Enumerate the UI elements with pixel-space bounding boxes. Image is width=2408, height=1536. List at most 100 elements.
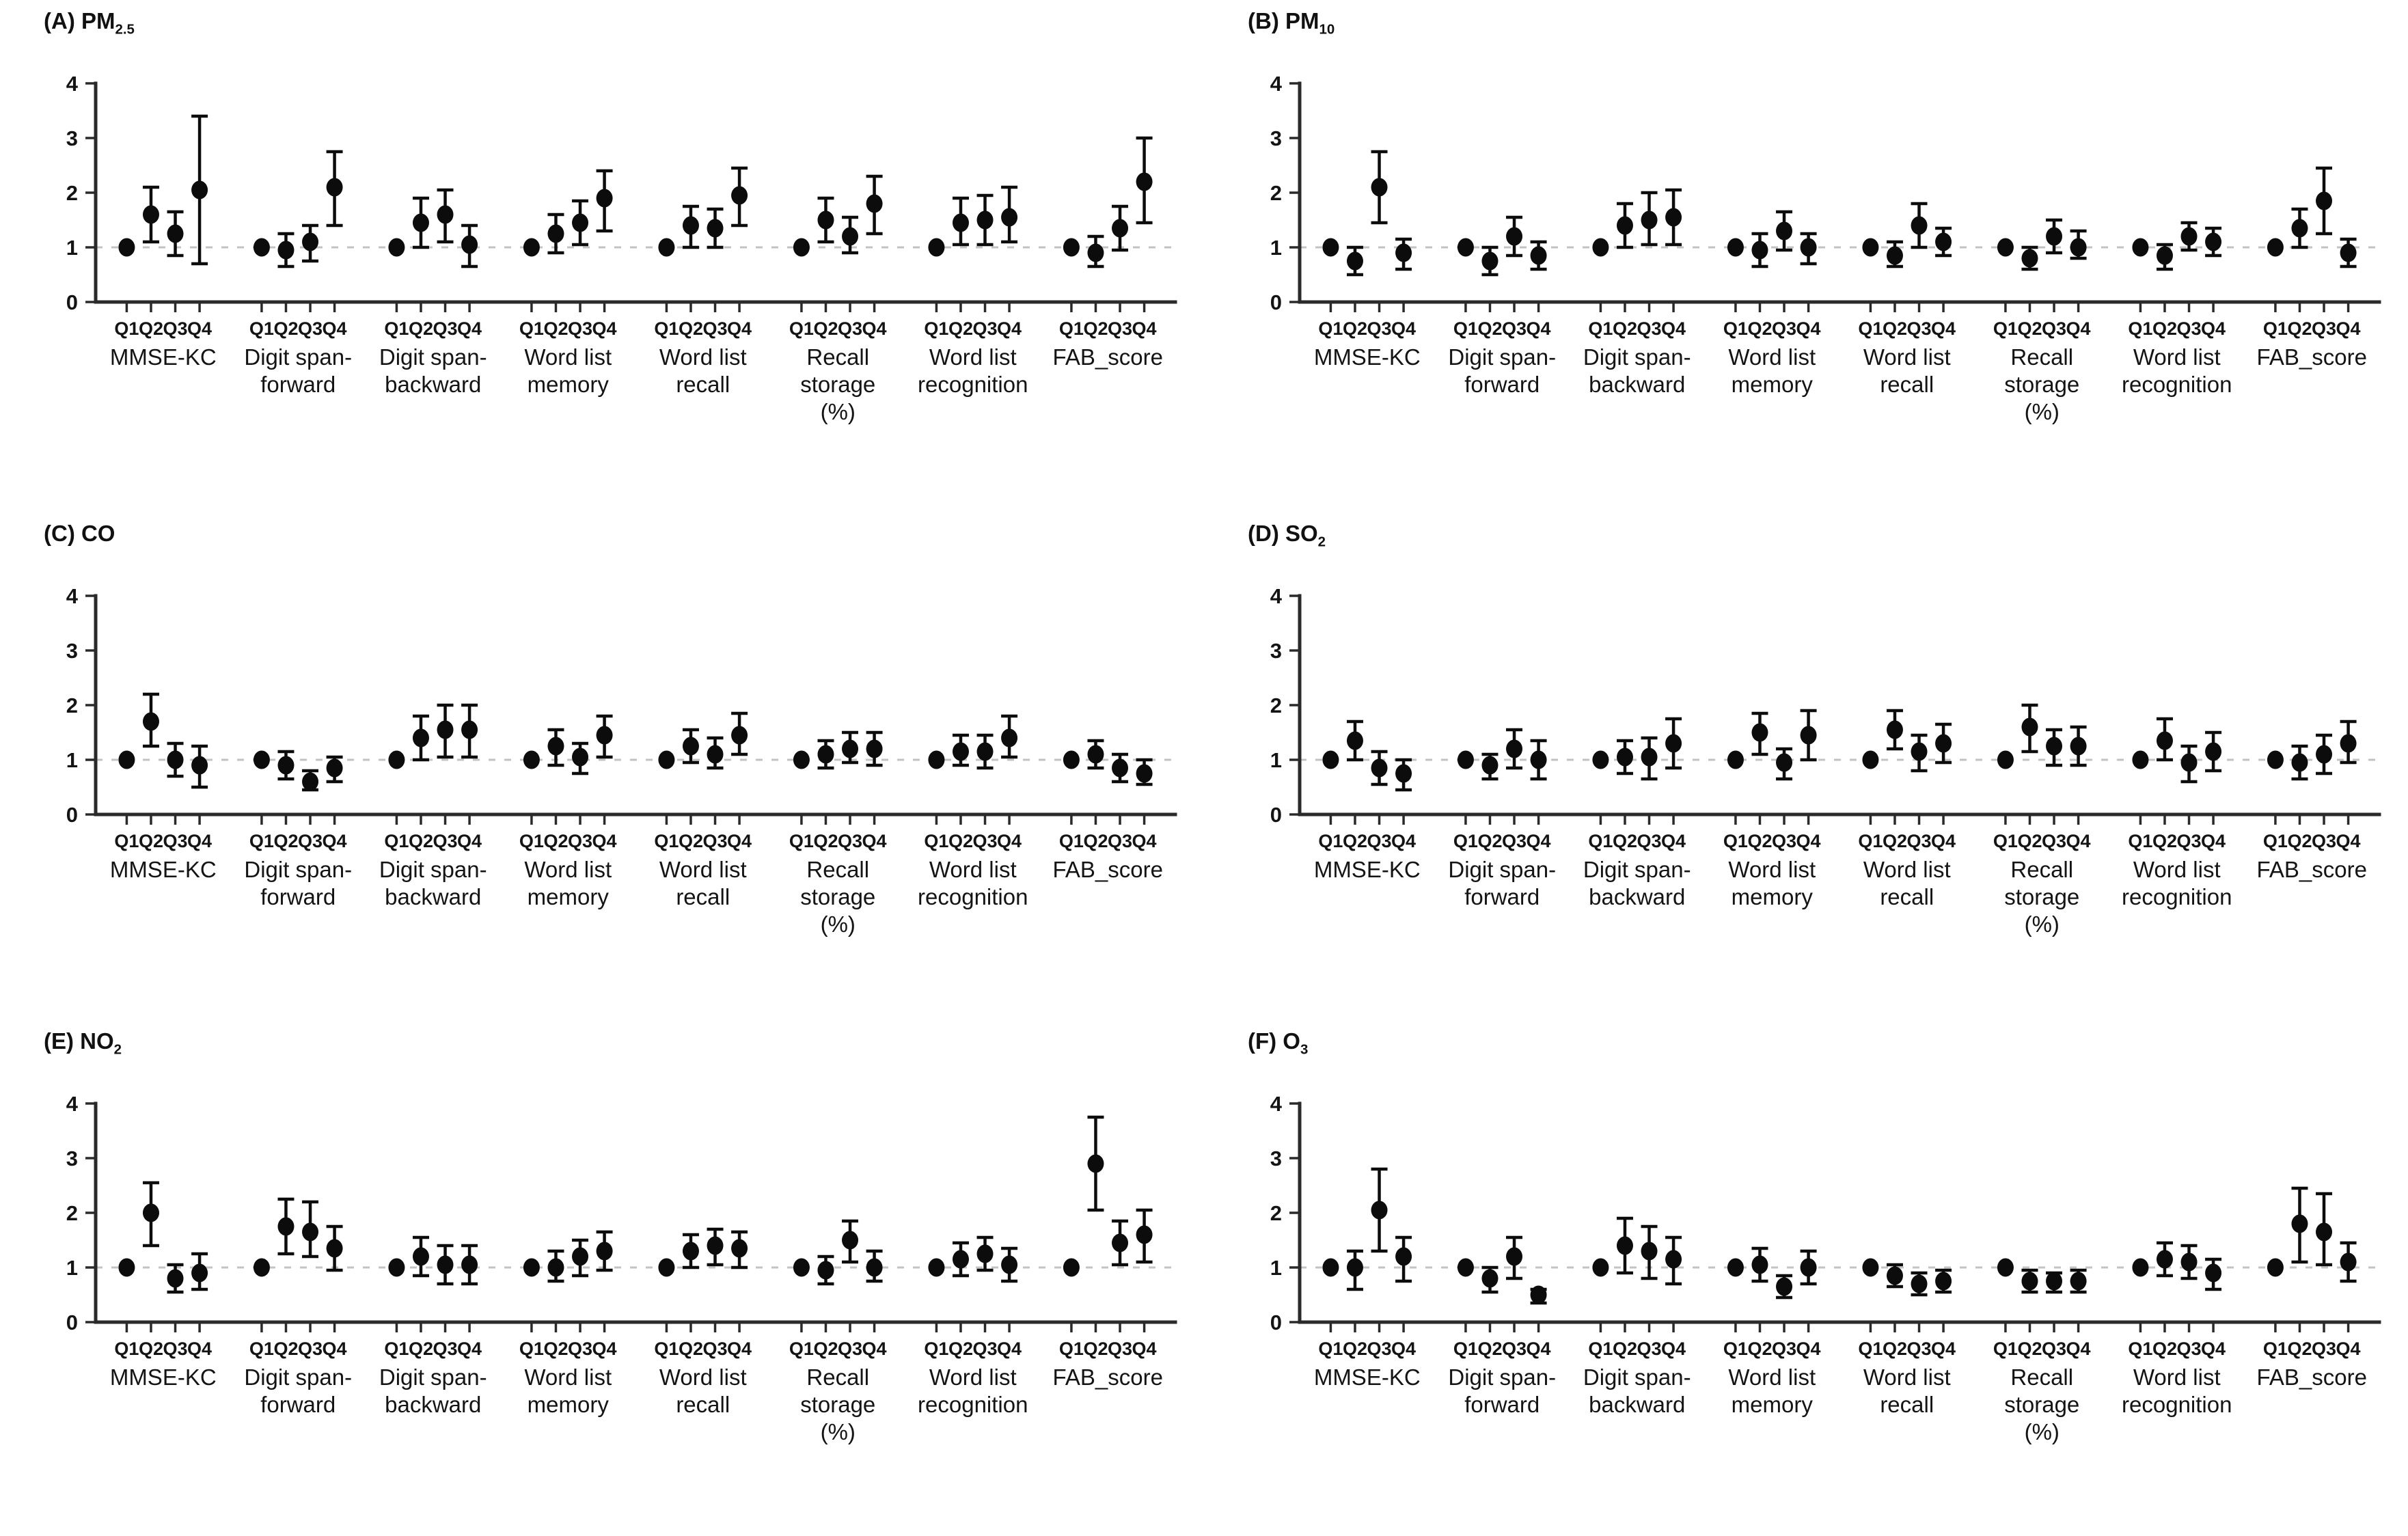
data-point [302, 1222, 319, 1242]
group-label: recall [676, 884, 730, 909]
data-point [1346, 251, 1363, 271]
group-label: recall [1880, 884, 1934, 909]
group-label: (%) [821, 911, 856, 937]
quartile-label: Q1 [114, 1339, 139, 1359]
group-label: Word list [659, 1364, 747, 1390]
data-point [1641, 748, 1658, 767]
data-point [1346, 1258, 1363, 1277]
data-point [326, 1239, 343, 1258]
quartile-label: Q1 [1059, 831, 1084, 851]
quartile-label: Q2 [1083, 831, 1108, 851]
data-point [682, 1242, 699, 1261]
data-point [326, 758, 343, 778]
data-point [2180, 1252, 2198, 1272]
quartile-label: Q3 [1907, 831, 1932, 851]
quartile-label: Q3 [568, 831, 592, 851]
panel-d-title: (D) SO2 [1248, 521, 2386, 551]
quartile-label: Q4 [2336, 1339, 2361, 1359]
data-point [2070, 238, 2087, 257]
data-point [842, 739, 859, 758]
data-point [1112, 758, 1129, 778]
quartile-label: Q1 [789, 1339, 814, 1359]
data-point [2291, 753, 2308, 772]
data-point [1136, 172, 1153, 191]
data-point [2316, 191, 2333, 210]
data-point [1592, 1258, 1609, 1277]
data-point [1506, 1247, 1523, 1266]
quartile-label: Q2 [1883, 1339, 1907, 1359]
data-point [2046, 737, 2063, 756]
data-point [1997, 750, 2014, 769]
group-label: FAB_score [1053, 344, 1163, 370]
panel-d-title-text: (D) SO [1248, 521, 1318, 546]
quartile-label: Q4 [997, 1339, 1022, 1359]
quartile-label: Q1 [1059, 318, 1084, 339]
panel-f-title-subscript: 3 [1300, 1041, 1309, 1058]
data-point [1322, 238, 1339, 257]
data-point [596, 1242, 613, 1261]
data-point [326, 178, 343, 197]
quartile-label: Q4 [457, 318, 482, 339]
y-tick-label: 1 [1270, 1256, 1282, 1280]
group-label: Word list [524, 857, 612, 882]
group-label: MMSE-KC [110, 1364, 217, 1390]
panel-b-title-text: (B) PM [1248, 8, 1319, 33]
data-point [572, 213, 589, 232]
group-label: Recall [806, 1364, 869, 1390]
group-label: memory [528, 1392, 610, 1417]
group-label: MMSE-KC [1314, 344, 1421, 370]
data-point [1371, 1201, 1388, 1220]
quartile-label: Q1 [1858, 318, 1883, 339]
data-point [1800, 1258, 1817, 1277]
group-label: (%) [2025, 911, 2060, 937]
group-label: Recall [806, 344, 869, 370]
group-label: storage [2004, 1392, 2079, 1417]
data-point [1087, 243, 1104, 262]
data-point [1776, 1277, 1793, 1296]
quartile-label: Q2 [1613, 831, 1637, 851]
data-point [2070, 737, 2087, 756]
group-label: recognition [918, 372, 1028, 397]
group-label: recognition [918, 1392, 1028, 1417]
quartile-label: Q2 [1883, 831, 1907, 851]
quartile-label: Q4 [1132, 1339, 1157, 1359]
quartile-label: Q4 [997, 318, 1022, 339]
data-point [547, 737, 564, 756]
group-label: Word list [2133, 344, 2221, 370]
quartile-label: Q2 [139, 831, 163, 851]
group-label: (%) [2025, 399, 2060, 424]
quartile-label: Q2 [1747, 1339, 1772, 1359]
quartile-label: Q2 [1747, 831, 1772, 851]
quartile-label: Q4 [727, 1339, 752, 1359]
group-label: Word list [1863, 344, 1951, 370]
data-point [1063, 750, 1080, 769]
quartile-label: Q4 [1391, 318, 1416, 339]
data-point [302, 232, 319, 251]
data-point [523, 238, 540, 257]
group-label: Word list [2133, 857, 2221, 882]
data-point [1087, 1154, 1104, 1173]
y-tick-label: 0 [66, 803, 78, 827]
quartile-label: Q1 [519, 831, 544, 851]
quartile-label: Q2 [543, 831, 568, 851]
data-point [437, 1255, 454, 1274]
quartile-label: Q2 [409, 831, 433, 851]
quartile-label: Q2 [2017, 831, 2042, 851]
y-tick-label: 4 [66, 1092, 79, 1116]
group-label: memory [1732, 372, 1814, 397]
quartile-label: Q2 [948, 831, 973, 851]
quartile-label: Q1 [114, 318, 139, 339]
y-tick-label: 4 [1270, 72, 1283, 96]
y-tick-label: 4 [66, 584, 79, 608]
quartile-label: Q4 [592, 831, 617, 851]
data-point [2132, 238, 2149, 257]
data-point [1911, 216, 1928, 235]
group-label: forward [260, 1392, 336, 1417]
group-label: Digit span- [379, 1364, 487, 1390]
data-point [1592, 750, 1609, 769]
data-point [2340, 1252, 2357, 1272]
data-point [2180, 227, 2198, 246]
quartile-label: Q3 [298, 1339, 323, 1359]
